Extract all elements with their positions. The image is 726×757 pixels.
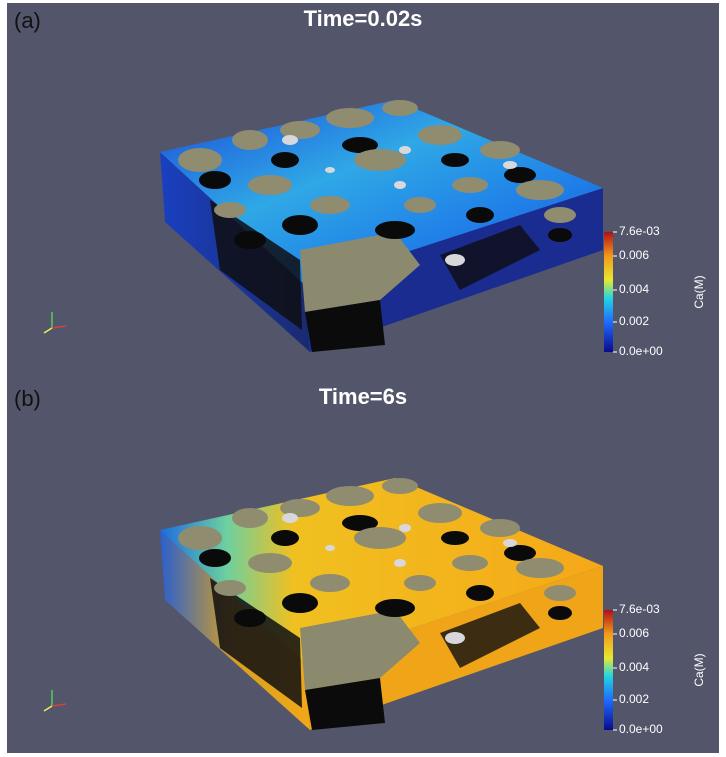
grain [516,558,564,578]
grain [480,141,520,159]
grain [326,486,374,506]
mineral [394,181,406,189]
pore [199,171,231,189]
grain [480,519,520,537]
grain [214,202,246,218]
colorbar-label: 0.006 [619,626,649,640]
pore [282,215,318,235]
grain [382,100,418,116]
colorbar [604,610,613,730]
grain [178,526,222,550]
colorbar-label: 7.6e-03 [619,224,660,238]
pore [271,152,299,168]
mineral [503,161,517,169]
mineral [282,135,298,145]
grain [418,503,462,523]
grain [248,553,292,573]
pore [441,531,469,545]
colorbar-label: 7.6e-03 [619,602,660,616]
colorbar-label: 0.002 [619,314,649,328]
panel-title: Time=6s [319,384,407,409]
grain [452,177,488,193]
pore [548,228,572,242]
pore [282,593,318,613]
pore [375,599,415,617]
colorbar [604,232,613,352]
pore [271,530,299,546]
grain [232,508,268,528]
colorbar-label: 0.004 [619,282,649,296]
mineral [325,167,335,173]
pore [441,153,469,167]
mineral [399,146,411,154]
pore [199,549,231,567]
pore [466,207,494,223]
pore [548,606,572,620]
grain [516,180,564,200]
pore [466,585,494,601]
mineral [445,254,465,266]
pore [375,221,415,239]
mineral [394,559,406,567]
grain [232,130,268,150]
grain [382,478,418,494]
pore [504,545,536,561]
colorbar-label: 0.004 [619,660,649,674]
grain [544,585,576,601]
grain [544,207,576,223]
mineral [445,632,465,644]
mineral [282,513,298,523]
panel-title: Time=0.02s [304,6,423,31]
grain [404,575,436,591]
grain [418,125,462,145]
figure: (a) Time=0.02s 7.6e-03 0.006 0.004 0.002 0.0e+… [0,0,726,757]
colorbar-label: 0.006 [619,248,649,262]
colorbar-title: Ca(M) [692,653,706,686]
colorbar-label: 0.002 [619,692,649,706]
grain [452,555,488,571]
colorbar-title: Ca(M) [692,275,706,308]
grain [404,197,436,213]
grain [178,148,222,172]
grain [310,574,350,592]
grain [354,527,406,549]
grain [248,175,292,195]
pore [234,231,266,249]
colorbar-label: 0.0e+00 [619,344,663,358]
mineral [325,545,335,551]
panel-label: (a) [14,8,41,33]
grain [326,108,374,128]
pore [504,167,536,183]
mineral [399,524,411,532]
panel-label: (b) [14,386,41,411]
pore [234,609,266,627]
grain [354,149,406,171]
grain [310,196,350,214]
colorbar-label: 0.0e+00 [619,722,663,736]
mineral [503,539,517,547]
grain [214,580,246,596]
